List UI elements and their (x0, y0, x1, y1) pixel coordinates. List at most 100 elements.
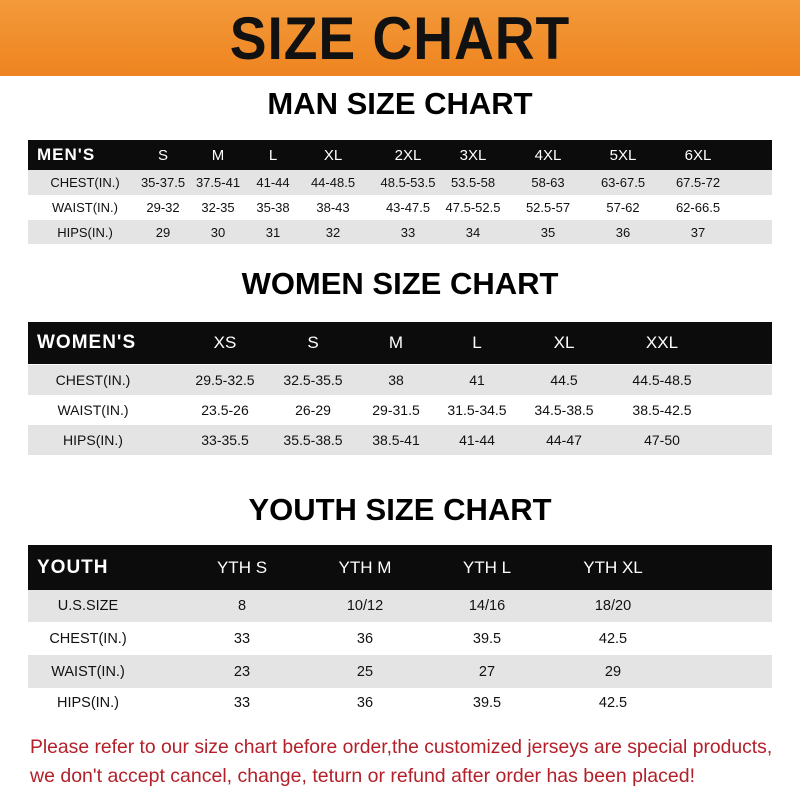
table-cell: 29-31.5 (372, 402, 420, 418)
table-cell: 38.5-42.5 (632, 402, 692, 418)
table-cell: 23 (233, 663, 251, 680)
size-header: S (307, 333, 319, 352)
table-cell: 35.5-38.5 (283, 432, 343, 448)
youth-title: YOUTH SIZE CHART (248, 492, 552, 527)
table-row: WAIST(IN.) 23.5-26 26-29 29-31.5 31.5-34.5 34… (28, 395, 772, 425)
table-cell: 62-66.5 (675, 200, 721, 215)
table-cell: 39.5 (472, 630, 502, 647)
size-header: 2XL (394, 146, 422, 164)
table-corner-label: YOUTH (37, 556, 109, 578)
table-cell: 32 (325, 224, 341, 240)
table-cell: 38 (388, 372, 404, 388)
table-row: WAIST(IN.) 23 25 27 29 (28, 655, 772, 688)
table-cell: 35-37.5 (140, 175, 186, 190)
table-cell: 52.5-57 (525, 200, 571, 215)
notice-line-2: we don't accept cancel, change, teturn o… (30, 765, 695, 787)
table-corner-label: WOMEN'S (37, 332, 137, 353)
table-cell: 57-62 (606, 200, 640, 215)
table-cell: 29.5-32.5 (195, 372, 255, 388)
table-cell: 47.5-52.5 (445, 200, 501, 215)
table-cell: 67.5-72 (675, 175, 721, 190)
size-header: M (211, 146, 225, 164)
table-cell: 36 (356, 695, 374, 711)
measure-label: HIPS(IN.) (57, 224, 113, 240)
table-cell: 37.5-41 (195, 175, 241, 190)
table-cell: 34.5-38.5 (534, 402, 594, 418)
table-cell: 10/12 (346, 598, 384, 614)
table-cell: 42.5 (598, 695, 628, 711)
notice-line-1: Please refer to our size chart before or… (30, 736, 773, 758)
table-cell: 42.5 (598, 630, 628, 647)
size-header: L (268, 146, 278, 164)
measure-label: U.S.SIZE (57, 598, 119, 614)
table-cell: 29 (155, 224, 171, 240)
table-cell: 35-38 (256, 200, 290, 215)
table-cell: 8 (237, 598, 247, 614)
table-cell: 30 (210, 224, 226, 240)
table-cell: 33 (400, 224, 416, 240)
table-cell: 32.5-35.5 (283, 372, 343, 388)
measure-label: WAIST(IN.) (52, 200, 118, 215)
table-cell: 26-29 (295, 402, 331, 418)
table-cell: 29-32 (146, 200, 180, 215)
men-title: MAN SIZE CHART (267, 86, 533, 121)
size-header: L (472, 333, 482, 352)
table-cell: 36 (356, 630, 374, 647)
table-cell: 18/20 (594, 598, 632, 614)
notice: Please refer to our size chart before or… (30, 733, 775, 791)
table-cell: 32-35 (201, 200, 235, 215)
table-cell: 41-44 (256, 175, 290, 190)
size-header: 5XL (609, 146, 637, 164)
table-row: CHEST(IN.) 35-37.5 37.5-41 41-44 44-48.5 48.5… (28, 170, 772, 195)
table-row: U.S.SIZE 8 10/12 14/16 18/20 (28, 590, 772, 622)
table-cell: 58-63 (531, 175, 565, 190)
size-header: XXL (645, 333, 679, 352)
table-row: HIPS(IN.) 33 36 39.5 42.5 (28, 688, 772, 718)
size-header: XL (323, 146, 343, 164)
table-cell: 44-48.5 (310, 175, 356, 190)
measure-label: WAIST(IN.) (57, 402, 129, 418)
size-header: S (157, 146, 169, 164)
table-row: HIPS(IN.) 33-35.5 35.5-38.5 38.5-41 41-44 44-… (28, 425, 772, 455)
size-header: YTH L (462, 557, 512, 577)
table-cell: 25 (356, 663, 374, 680)
size-header: 4XL (534, 146, 562, 164)
table-row: CHEST(IN.) 29.5-32.5 32.5-35.5 38 41 44.5 44.5… (28, 365, 772, 395)
men-header-row: MEN'S S M L XL 2XL 3XL 4XL 5XL 6XL (28, 140, 772, 170)
size-header: 3XL (459, 146, 487, 164)
measure-label: HIPS(IN.) (56, 695, 120, 711)
table-cell: 23.5-26 (201, 402, 249, 418)
table-cell: 43-47.5 (385, 200, 431, 215)
table-cell: 44-47 (546, 432, 582, 448)
table-row: HIPS(IN.) 29 30 31 32 33 34 35 36 37 (28, 220, 772, 244)
measure-label: CHEST(IN.) (49, 630, 127, 647)
table-cell: 63-67.5 (600, 175, 646, 190)
table-cell: 14/16 (468, 598, 506, 614)
table-row: CHEST(IN.) 33 36 39.5 42.5 (28, 622, 772, 655)
table-cell: 44.5-48.5 (632, 372, 692, 388)
table-corner-label: MEN'S (37, 145, 96, 164)
table-cell: 48.5-53.5 (380, 175, 436, 190)
table-cell: 39.5 (472, 695, 502, 711)
table-cell: 53.5-58 (450, 175, 496, 190)
table-cell: 35 (540, 224, 556, 240)
table-cell: 33 (233, 695, 251, 711)
size-header: YTH S (216, 557, 268, 577)
table-cell: 27 (478, 663, 496, 680)
table-row: WAIST(IN.) 29-32 32-35 35-38 38-43 43-47.5 47.… (28, 195, 772, 220)
size-header: YTH M (338, 557, 392, 577)
table-cell: 44.5 (550, 372, 578, 388)
table-cell: 34 (465, 224, 481, 240)
table-cell: 38.5-41 (372, 432, 420, 448)
measure-label: HIPS(IN.) (63, 432, 123, 448)
size-header: 6XL (684, 146, 712, 164)
women-title: WOMEN SIZE CHART (241, 266, 559, 301)
table-cell: 37 (690, 224, 706, 240)
table-cell: 33-35.5 (201, 432, 249, 448)
size-header: YTH XL (583, 557, 643, 577)
table-cell: 38-43 (316, 200, 350, 215)
women-header-row: WOMEN'S XS S M L XL XXL (28, 322, 772, 364)
size-header: XL (553, 333, 575, 352)
table-cell: 33 (233, 630, 251, 647)
table-cell: 41-44 (459, 432, 495, 448)
